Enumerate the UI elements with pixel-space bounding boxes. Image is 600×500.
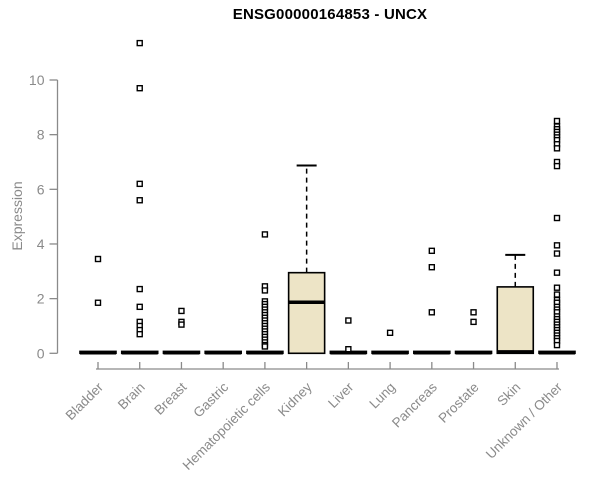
- outlier-point: [136, 180, 143, 188]
- outlier-point: [553, 117, 561, 125]
- outlier-point: [136, 330, 143, 338]
- outlier-point: [178, 307, 185, 315]
- y-tick-label: 6: [37, 181, 45, 197]
- outlier-point: [136, 84, 143, 92]
- boxplot-kidney: [287, 164, 326, 355]
- box-rect: [496, 286, 535, 355]
- outlier-point: [345, 346, 352, 353]
- y-tick-label: 8: [37, 127, 45, 143]
- chart-title: ENSG00000164853 - UNCX: [232, 6, 428, 23]
- outlier-point: [553, 145, 561, 152]
- x-tick-label: Prostate: [436, 380, 482, 426]
- outlier-point: [136, 197, 143, 204]
- x-tick-label: Pancreas: [389, 379, 440, 430]
- box-rect: [287, 271, 326, 355]
- x-tick-label: Skin: [494, 380, 523, 409]
- y-tick-label: 0: [37, 345, 45, 361]
- x-tick-label: Breast: [151, 379, 189, 417]
- boxplot-skin: [496, 253, 535, 355]
- boxplot-gastric: [204, 350, 242, 355]
- outlier-point: [178, 321, 185, 328]
- boxplot-breast: [162, 307, 201, 355]
- boxplot-brain: [120, 39, 159, 355]
- x-tick-label: Gastric: [190, 379, 231, 420]
- x-tick-label: Unknown / Other: [483, 379, 566, 462]
- outlier-point: [94, 299, 102, 306]
- y-axis-label: Expression: [9, 181, 25, 251]
- outlier-point: [553, 284, 561, 291]
- boxplot-hematopoietic-cells: [246, 231, 284, 355]
- boxplot-unknown-other: [538, 117, 576, 355]
- outlier-point: [428, 247, 436, 255]
- boxplot-lung: [371, 329, 409, 355]
- outlier-point: [553, 214, 561, 222]
- outlier-point: [470, 309, 477, 316]
- outlier-point: [136, 39, 143, 47]
- boxplot-prostate: [454, 309, 493, 355]
- x-tick-label: Brain: [115, 380, 148, 413]
- outlier-point: [136, 303, 143, 311]
- outlier-point: [553, 250, 561, 257]
- outlier-point: [428, 309, 436, 316]
- outlier-point: [136, 285, 143, 293]
- y-tick-label: 10: [29, 72, 45, 88]
- x-tick-label: Kidney: [275, 379, 315, 419]
- outlier-point: [553, 162, 561, 170]
- outlier-point: [261, 343, 269, 350]
- boxplot-bladder: [79, 255, 117, 355]
- x-tick-label: Lung: [366, 380, 398, 412]
- outlier-point: [553, 341, 561, 349]
- outlier-point: [470, 318, 477, 326]
- outlier-point: [428, 264, 436, 271]
- y-tick-label: 2: [37, 291, 45, 307]
- outlier-point: [553, 291, 561, 298]
- y-tick-label: 4: [37, 236, 45, 252]
- outlier-point: [553, 242, 561, 249]
- x-tick-label: Bladder: [63, 379, 107, 423]
- outlier-point: [386, 329, 394, 337]
- outlier-point: [261, 287, 269, 294]
- y-axis: 0 2 4 6 8 10: [29, 72, 59, 361]
- boxplot-pancreas: [413, 247, 451, 355]
- outlier-point: [94, 255, 102, 263]
- outlier-point: [553, 269, 561, 276]
- boxplot-liver: [329, 317, 368, 355]
- outlier-point: [345, 317, 352, 324]
- x-tick-label: Liver: [325, 379, 357, 411]
- outlier-point: [261, 231, 269, 238]
